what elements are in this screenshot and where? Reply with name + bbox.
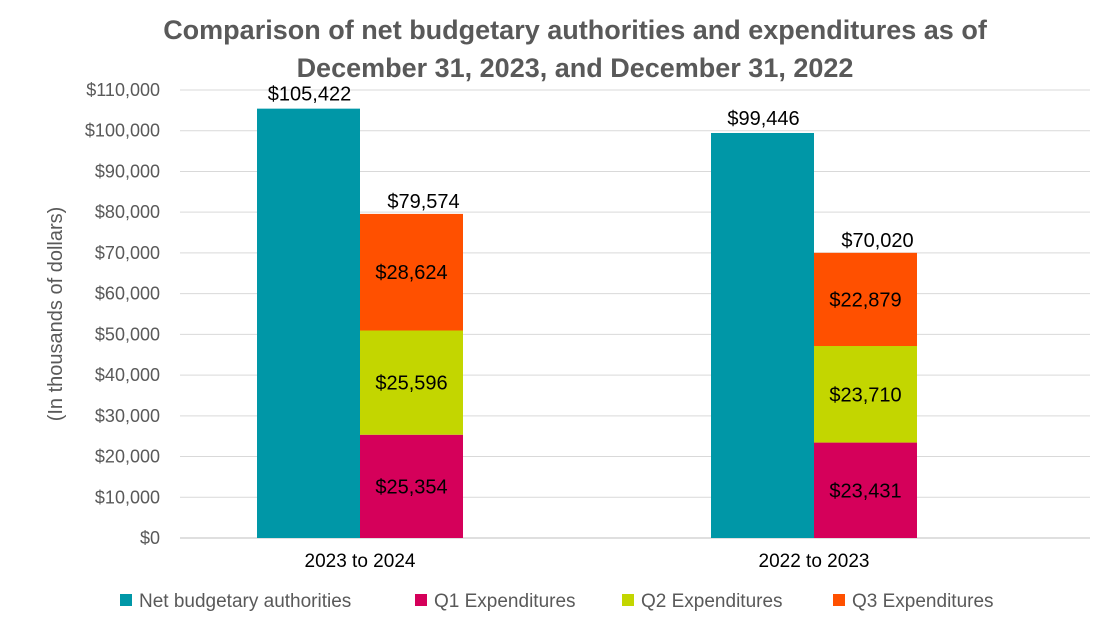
legend-label: Q2 Expenditures [641,591,783,612]
legend-swatch [415,594,427,606]
y-tick-label: $60,000 [95,284,160,304]
legend-label: Q1 Expenditures [434,591,576,612]
bar-net-budgetary-authorities-0 [257,108,360,538]
data-label: $23,710 [829,384,901,406]
legend-item: Net budgetary authorities [120,591,351,612]
y-tick-label: $80,000 [95,202,160,222]
y-tick-label: $90,000 [95,161,160,181]
x-category-label: 2022 to 2023 [759,551,870,572]
y-tick-label: $30,000 [95,406,160,426]
x-category-label: 2023 to 2024 [305,551,416,572]
y-tick-label: $110,000 [86,80,160,100]
y-tick-label: $20,000 [95,447,160,467]
legend-swatch [833,594,845,606]
bar-q3-expenditures-1 [814,252,917,347]
legend-item: Q2 Expenditures [622,591,783,612]
y-axis-label: (In thousands of dollars) [45,207,67,422]
stack-total-label: $79,574 [387,191,459,213]
bar-q3-expenditures-0 [360,213,463,331]
y-tick-label: $100,000 [85,121,160,141]
data-label: $25,354 [375,476,447,498]
bar-q2-expenditures-1 [814,346,917,443]
bar-q1-expenditures-1 [814,442,917,538]
y-tick-label: $10,000 [95,487,160,507]
bar-q2-expenditures-0 [360,330,463,435]
legend: Net budgetary authorities Q1 Expenditures… [120,591,994,612]
data-label: $105,422 [268,84,351,106]
y-tick-label: $40,000 [95,365,160,385]
legend-label: Q3 Expenditures [852,591,994,612]
legend-swatch [120,594,132,606]
legend-item: Q1 Expenditures [415,591,576,612]
data-label: $99,446 [727,108,799,130]
chart-title-line: December 31, 2023, and December 31, 2022 [297,53,854,83]
chart-title-line: Comparison of net budgetary authorities … [163,15,988,45]
y-tick-label: $50,000 [95,324,160,344]
legend-label: Net budgetary authorities [139,591,351,612]
legend-item: Q3 Expenditures [833,591,994,612]
chart-title: Comparison of net budgetary authorities … [163,15,988,83]
x-axis-categories: 2023 to 2024 2022 to 2023 [305,551,870,572]
data-labels: $105,422 $25,354 $25,596 $28,624 $79,574 $99,… [268,84,914,503]
data-label: $25,596 [375,373,447,395]
legend-swatch [622,594,634,606]
stack-total-label: $70,020 [841,230,913,252]
bar-q1-expenditures-0 [360,434,463,538]
bar-net-budgetary-authorities-1 [711,132,814,538]
y-tick-label: $70,000 [95,243,160,263]
y-tick-label: $0 [140,528,160,548]
bars [257,108,917,538]
data-label: $23,431 [829,480,901,502]
data-label: $22,879 [829,289,901,311]
data-label: $28,624 [375,262,447,284]
y-axis-ticks: $0 $10,000 $20,000 $30,000 $40,000 $50,000 $60… [85,80,160,548]
